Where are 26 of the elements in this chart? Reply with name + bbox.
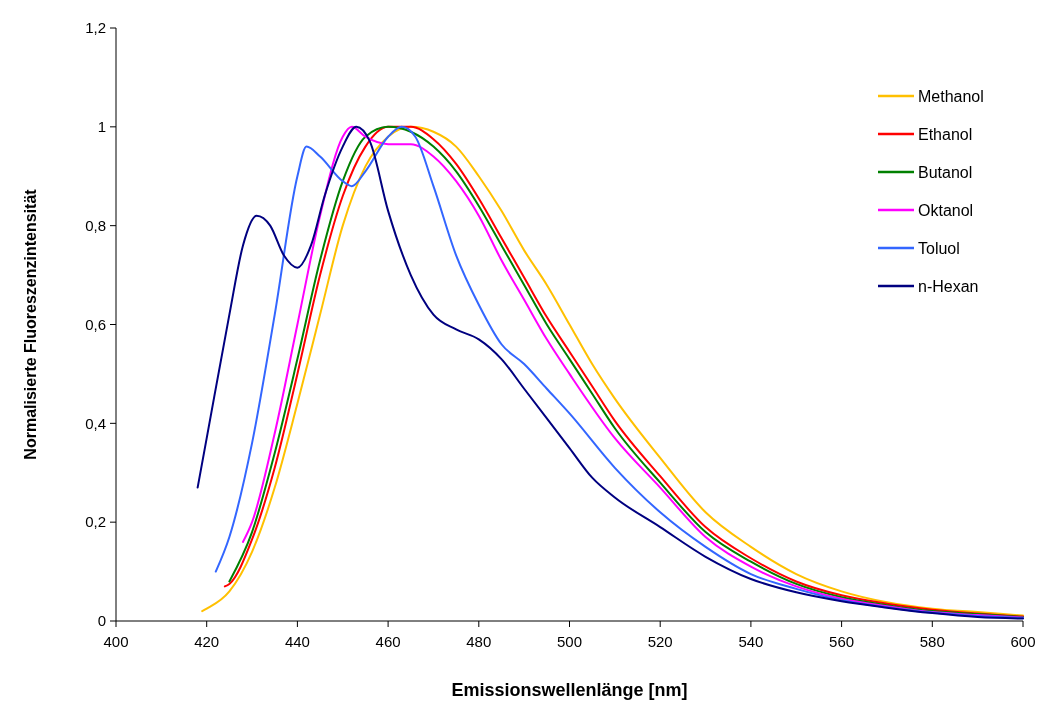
legend-label: Butanol: [918, 163, 973, 181]
x-tick-label: 400: [103, 633, 129, 650]
x-tick-label: 500: [556, 633, 583, 650]
y-tick-label: 0,8: [85, 216, 106, 234]
legend-label: Methanol: [918, 87, 984, 105]
y-tick-label: 0,6: [85, 315, 106, 333]
x-tick-label: 420: [194, 633, 220, 650]
y-tick-label: 0,2: [85, 513, 106, 531]
legend-label: Toluol: [918, 239, 960, 257]
y-tick-label: 1,2: [85, 19, 106, 37]
y-tick-label: 0,4: [85, 414, 106, 432]
x-tick-label: 460: [375, 633, 401, 650]
x-tick-label: 480: [466, 633, 492, 650]
x-tick-label: 580: [919, 633, 945, 650]
legend-label: Oktanol: [918, 201, 974, 219]
x-tick-label: 600: [1010, 633, 1036, 650]
y-tick-label: 0: [97, 612, 106, 630]
y-axis-title: Normalisierte Fluoreszenzintensität: [22, 188, 39, 460]
x-tick-label: 560: [829, 633, 855, 650]
legend-label: Ethanol: [918, 125, 973, 143]
x-tick-label: 520: [647, 633, 673, 650]
legend-label: n-Hexan: [918, 277, 979, 295]
x-tick-label: 440: [284, 633, 310, 650]
x-tick-label: 540: [738, 633, 764, 650]
x-axis-title: Emissionswellenlänge [nm]: [451, 680, 688, 700]
y-tick-label: 1: [97, 118, 106, 136]
